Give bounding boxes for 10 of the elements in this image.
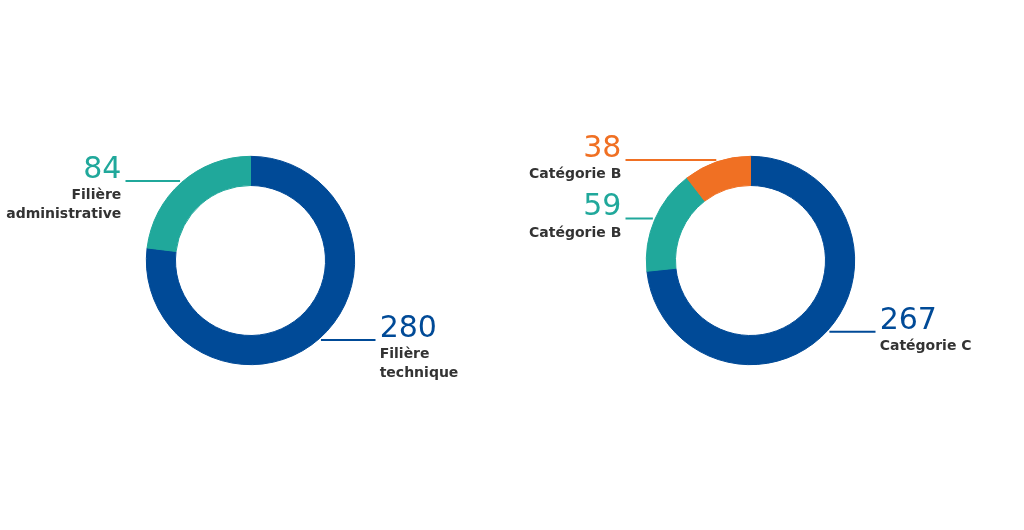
data-label: 280 bbox=[379, 308, 437, 344]
data-label: 59 bbox=[583, 187, 622, 223]
slice-label: Catégorie B bbox=[529, 223, 622, 240]
data-label: 84 bbox=[83, 149, 122, 185]
slice-label: Filière technique bbox=[379, 345, 459, 381]
slice-label: Catégorie B bbox=[529, 165, 622, 182]
slice-label: Catégorie C bbox=[879, 336, 972, 353]
data-label: 38 bbox=[583, 128, 622, 164]
data-label: 267 bbox=[879, 300, 937, 336]
slice-label: Filière administrative bbox=[6, 186, 122, 222]
